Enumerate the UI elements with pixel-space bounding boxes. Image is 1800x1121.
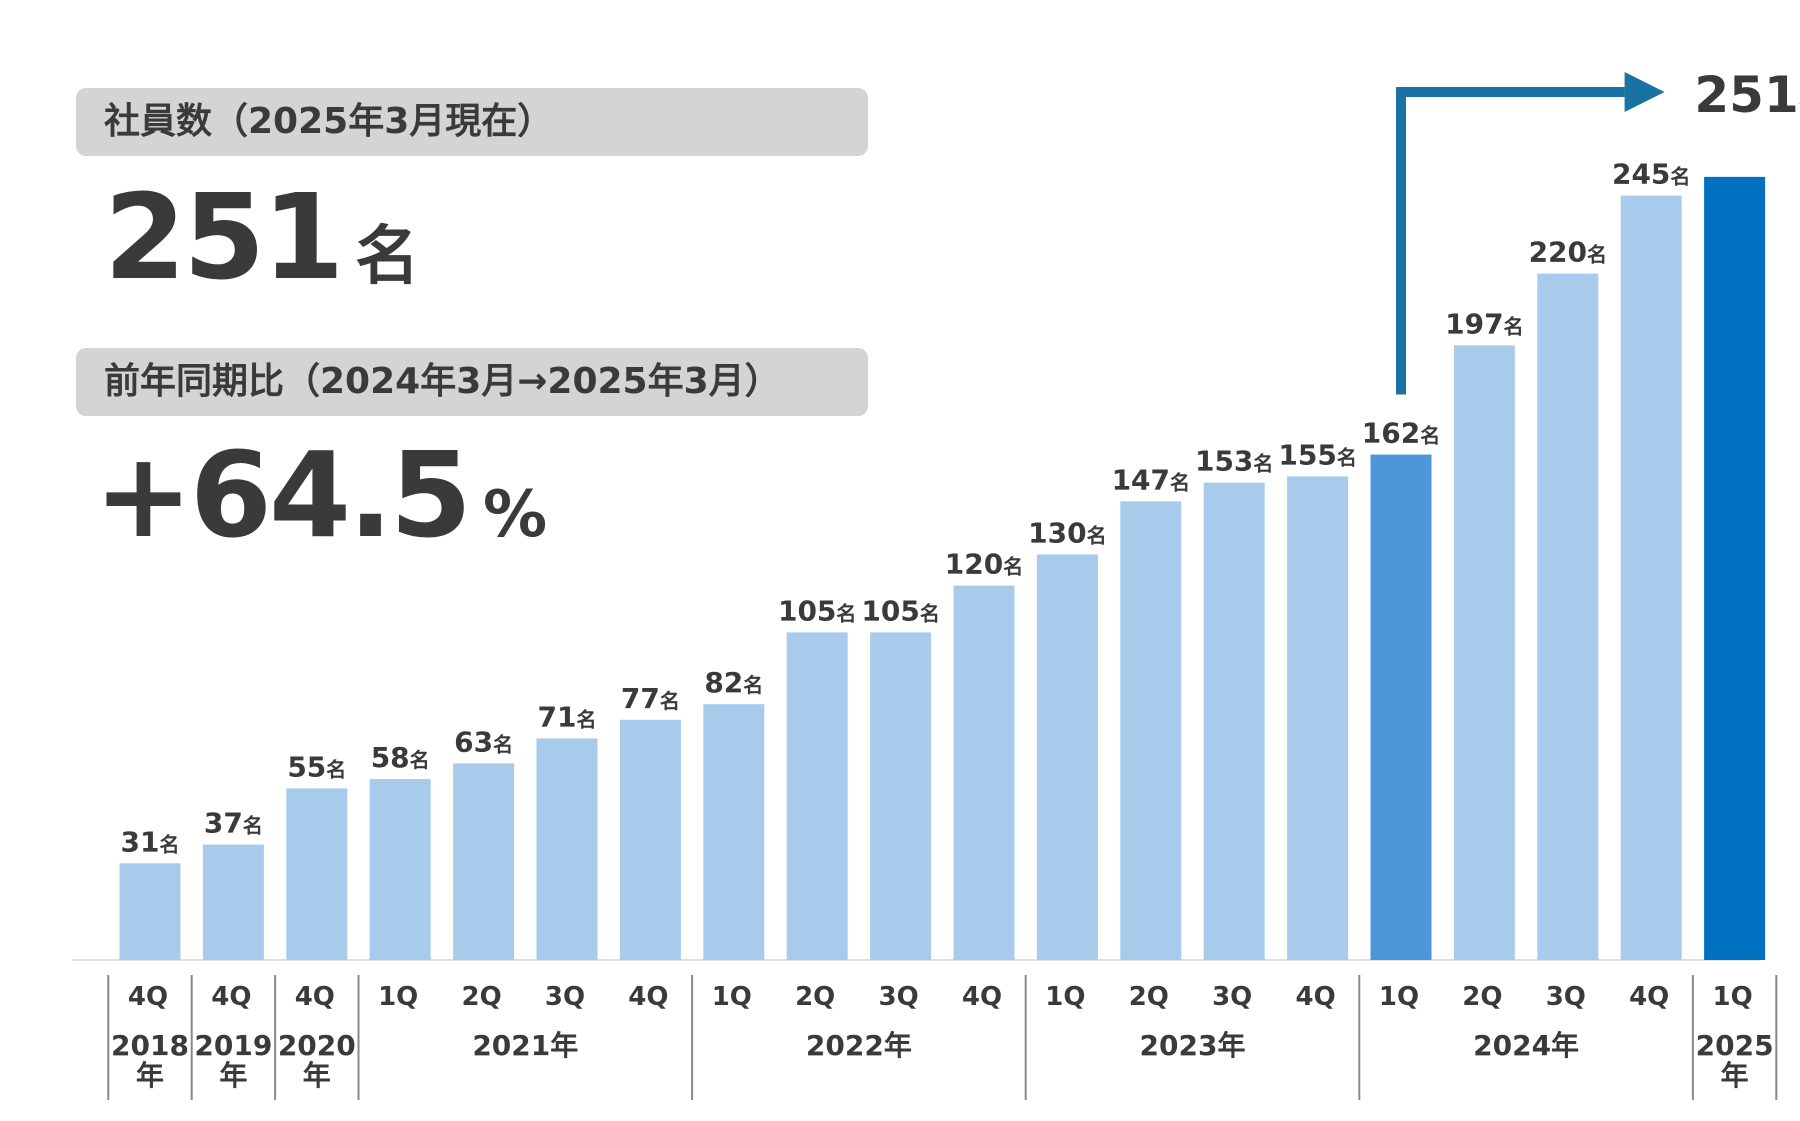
bar-value-label-4: 63名: [454, 725, 513, 758]
quarter-tick-label-9: 3Q: [878, 982, 918, 1012]
bar-value-label-8: 105名: [778, 594, 856, 627]
bar-value-label-18: 245名: [1612, 158, 1690, 191]
quarter-tick-label-18: 4Q: [1629, 982, 1669, 1012]
year-group-label-3: 2021年: [472, 1029, 578, 1062]
employee-count-unit: 名: [355, 220, 420, 294]
quarter-tick-label-10: 4Q: [962, 982, 1002, 1012]
bar-15: [1370, 454, 1432, 960]
quarter-tick-label-4: 2Q: [461, 982, 501, 1012]
bar-3: [369, 779, 431, 960]
bar-value-label-1: 37名: [204, 807, 263, 840]
bar-18: [1620, 195, 1682, 961]
bar-11: [1036, 554, 1098, 960]
yoy-number: +64.5: [94, 426, 472, 564]
year-group-label-1: 2019 年: [194, 1029, 272, 1092]
yoy-label: 前年同期比（2024年3月→2025年3月）: [76, 348, 868, 416]
bar-5: [536, 738, 598, 960]
bar-7: [703, 704, 765, 960]
quarter-tick-label-19: 1Q: [1712, 982, 1752, 1012]
year-group-label-7: 2025 年: [1696, 1029, 1774, 1092]
bar-2: [286, 788, 348, 960]
bar-value-label-16: 197名: [1445, 307, 1523, 340]
bar-4: [453, 763, 515, 960]
growth-arrow-line: [1396, 87, 1625, 395]
bar-10: [953, 585, 1015, 960]
bar-16: [1453, 345, 1515, 960]
bar-17: [1537, 273, 1599, 961]
quarter-tick-label-7: 1Q: [712, 982, 752, 1012]
year-group-label-4: 2022年: [806, 1029, 912, 1062]
quarter-tick-label-0: 4Q: [128, 982, 168, 1012]
growth-arrow-head: [1624, 72, 1665, 112]
quarter-tick-label-13: 3Q: [1212, 982, 1252, 1012]
bar-value-label-5: 71名: [538, 700, 597, 733]
yoy-value: +64.5%: [94, 426, 547, 564]
bar-8: [786, 632, 848, 960]
bar-value-label-10: 120名: [945, 548, 1023, 581]
bar-value-label-6: 77名: [621, 682, 680, 715]
year-group-label-2: 2020 年: [278, 1029, 356, 1092]
employee-count-label: 社員数（2025年3月現在）: [76, 88, 868, 156]
quarter-tick-label-11: 1Q: [1045, 982, 1085, 1012]
quarter-tick-label-16: 2Q: [1462, 982, 1502, 1012]
bar-value-label-2: 55名: [287, 750, 346, 783]
bar-9: [870, 632, 932, 960]
bar-value-label-17: 220名: [1529, 236, 1607, 269]
quarter-tick-label-5: 3Q: [545, 982, 585, 1012]
quarter-tick-label-1: 4Q: [211, 982, 251, 1012]
employee-count-value: 251 名: [104, 168, 419, 306]
quarter-tick-label-14: 4Q: [1295, 982, 1335, 1012]
bar-0: [119, 863, 181, 960]
bar-value-label-3: 58名: [371, 741, 430, 774]
bar-value-label-12: 147名: [1112, 463, 1190, 496]
quarter-tick-label-17: 3Q: [1546, 982, 1586, 1012]
bar-value-label-13: 153名: [1195, 445, 1273, 478]
bar-6: [619, 719, 681, 960]
bar-13: [1203, 482, 1265, 960]
bar-value-label-15: 162名: [1362, 417, 1440, 450]
year-group-label-6: 2024年: [1473, 1029, 1579, 1062]
bar-value-label-7: 82名: [704, 666, 763, 699]
quarter-tick-label-3: 1Q: [378, 982, 418, 1012]
yoy-unit: %: [483, 478, 548, 552]
quarter-tick-label-12: 2Q: [1129, 982, 1169, 1012]
bar-value-label-9: 105名: [861, 594, 939, 627]
bar-14: [1287, 476, 1349, 960]
quarter-tick-label-8: 2Q: [795, 982, 835, 1012]
employee-count-number: 251: [104, 168, 344, 306]
bar-1: [202, 844, 264, 960]
quarter-tick-label-2: 4Q: [295, 982, 335, 1012]
quarter-tick-label-6: 4Q: [628, 982, 668, 1012]
bar-value-label-14: 155名: [1278, 438, 1356, 471]
bar-19: [1704, 176, 1766, 960]
bar-12: [1120, 501, 1182, 960]
year-group-label-0: 2018 年: [111, 1029, 189, 1092]
bar-value-label-0: 31名: [121, 825, 180, 858]
quarter-tick-label-15: 1Q: [1379, 982, 1419, 1012]
year-group-label-5: 2023年: [1140, 1029, 1246, 1062]
bar-value-label-11: 130名: [1028, 516, 1106, 549]
